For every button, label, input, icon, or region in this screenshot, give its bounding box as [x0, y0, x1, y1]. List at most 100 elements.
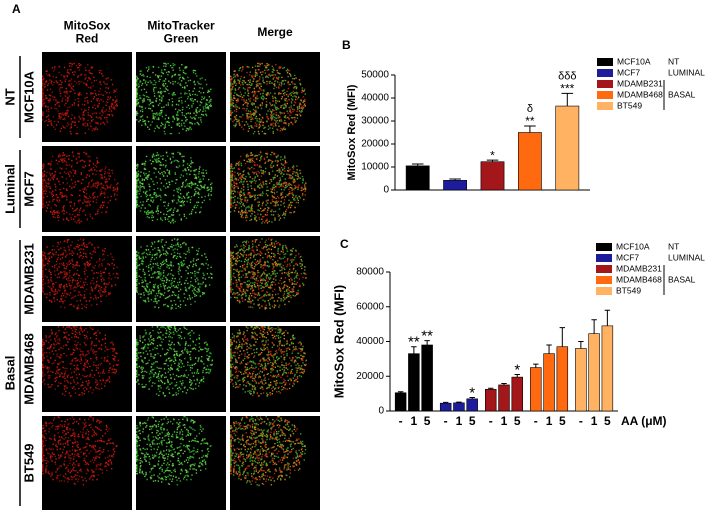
y-tick-label: 20000: [356, 371, 384, 382]
y-tick-label: 0: [383, 185, 389, 196]
cell-signal: [230, 238, 306, 309]
legend-group: NT: [668, 56, 679, 66]
legend-group: LUMINAL: [668, 67, 705, 77]
bar: [405, 165, 430, 191]
legend-label: MCF7: [616, 252, 639, 262]
x-tick-label: -: [579, 414, 583, 428]
bar: [480, 161, 505, 191]
micrograph: [42, 326, 132, 412]
cell-signal: [230, 62, 306, 135]
legend-label: BT549: [616, 285, 641, 295]
error-bar: [501, 383, 507, 385]
legend-swatch: [596, 254, 612, 262]
panel-label: A: [12, 2, 21, 16]
significance-label: **: [421, 328, 433, 345]
legend-label: MDAMB231: [616, 263, 662, 273]
legend-label: MDAMB468: [616, 274, 662, 284]
bar: [485, 388, 497, 412]
x-tick-label: 1: [411, 414, 418, 428]
significance-label: ***: [560, 82, 574, 96]
x-tick-label: 5: [559, 414, 566, 428]
x-tick-label: 5: [469, 414, 476, 428]
error-bar: [488, 387, 494, 390]
row-label: MDAMB231: [21, 243, 36, 315]
x-tick-label: -: [489, 414, 493, 428]
legend-swatch: [596, 287, 612, 295]
row-label: MDAMB468: [21, 333, 36, 405]
legend-group: LUMINAL: [668, 252, 705, 262]
column-header: Merge: [257, 25, 293, 39]
panel-label: C: [340, 237, 349, 251]
y-tick-label: 60000: [356, 301, 384, 312]
error-bar: [524, 125, 536, 133]
error-bar: [456, 401, 462, 403]
cell-signal: [42, 326, 120, 397]
group-label: NT: [2, 88, 17, 105]
legend-label: MCF7: [617, 67, 640, 77]
x-tick-label: -: [399, 414, 403, 428]
error-bar: [486, 159, 499, 162]
error-bar: [411, 163, 424, 166]
bar: [575, 348, 587, 412]
bar: [408, 353, 420, 412]
cell-signal: [42, 239, 119, 310]
error-bar: [514, 374, 520, 378]
micrograph: [42, 236, 132, 322]
row-label: BT549: [21, 443, 36, 482]
error-bar: [578, 341, 584, 349]
cell-signal: [42, 151, 119, 224]
legend-group: NT: [668, 241, 679, 251]
cell-signal: [42, 416, 115, 485]
x-tick-label: 5: [514, 414, 521, 428]
error-bar: [424, 340, 430, 345]
error-bar: [559, 327, 566, 347]
cell-signal: [230, 416, 303, 485]
y-tick-label: 0: [378, 406, 384, 417]
cell-signal: [136, 62, 212, 135]
bar: [421, 344, 433, 412]
x-tick-label: 5: [604, 414, 611, 428]
x-tick-label: 5: [424, 414, 431, 428]
cell-signal: [136, 326, 214, 397]
cell-signal: [230, 416, 307, 487]
significance-label: *: [514, 361, 520, 378]
legend-swatch: [597, 91, 613, 99]
legend-label: MDAMB468: [617, 89, 663, 99]
cell-signal: [230, 151, 307, 224]
legend-swatch: [596, 243, 612, 251]
x-axis-label: AA (μM): [621, 414, 667, 428]
significance-label: **: [525, 114, 535, 128]
significance-label: δ: [527, 103, 533, 115]
significance-label: *: [469, 384, 475, 401]
bar: [530, 367, 542, 412]
legend-swatch: [597, 80, 613, 88]
error-bar: [442, 401, 449, 404]
significance-label: **: [408, 334, 420, 351]
x-tick-label: 1: [546, 414, 553, 428]
micrograph: [136, 236, 226, 322]
bar: [498, 384, 510, 412]
y-tick-label: 50000: [361, 70, 389, 81]
legend-group: BASAL: [668, 274, 696, 284]
cell-signal: [136, 239, 213, 310]
bar: [453, 402, 465, 412]
error-bar: [411, 346, 417, 354]
error-bar: [397, 391, 404, 393]
error-bar: [533, 363, 539, 368]
bar: [518, 132, 542, 191]
bar: [511, 376, 523, 412]
legend-label: MCF10A: [617, 56, 651, 66]
x-tick-label: -: [444, 414, 448, 428]
y-axis-label: MitoSox Red (MFI): [331, 285, 346, 398]
bar: [543, 353, 555, 412]
error-bar: [546, 344, 552, 354]
micrograph: [230, 326, 320, 412]
group-label: Basal: [2, 356, 17, 391]
error-bar: [561, 92, 574, 107]
row-label: MCF10A: [21, 70, 36, 123]
error-bar: [469, 396, 475, 399]
cell-signal: [136, 62, 212, 132]
y-tick-label: 40000: [356, 336, 384, 347]
bar: [394, 392, 407, 412]
cell-signal: [136, 151, 213, 224]
